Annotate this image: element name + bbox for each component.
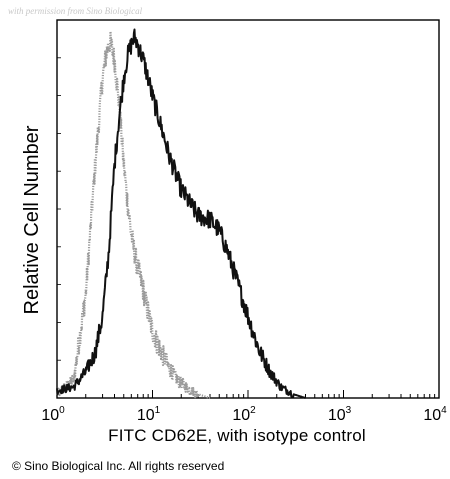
plot-frame [56, 19, 440, 399]
x-axis-label: FITC CD62E, with isotype control [108, 426, 366, 445]
watermark: with permission from Sino Biological [8, 6, 143, 16]
x-axis-ticks [56, 57, 436, 398]
x-tick-label: 100 [41, 405, 65, 424]
copyright-notice: © Sino Biological Inc. All rights reserv… [12, 459, 225, 473]
x-tick-label: 103 [328, 405, 352, 424]
x-tick-label: 101 [137, 405, 161, 424]
x-tick-label: 102 [232, 405, 256, 424]
series-group [55, 28, 306, 400]
x-axis-tick-labels: 100 101 102 103 104 [41, 405, 447, 424]
cd62e-curve [56, 28, 306, 399]
isotype-control-curve [55, 30, 211, 400]
y-axis-label: Relative Cell Number [21, 125, 43, 314]
x-tick-label: 104 [423, 405, 447, 424]
